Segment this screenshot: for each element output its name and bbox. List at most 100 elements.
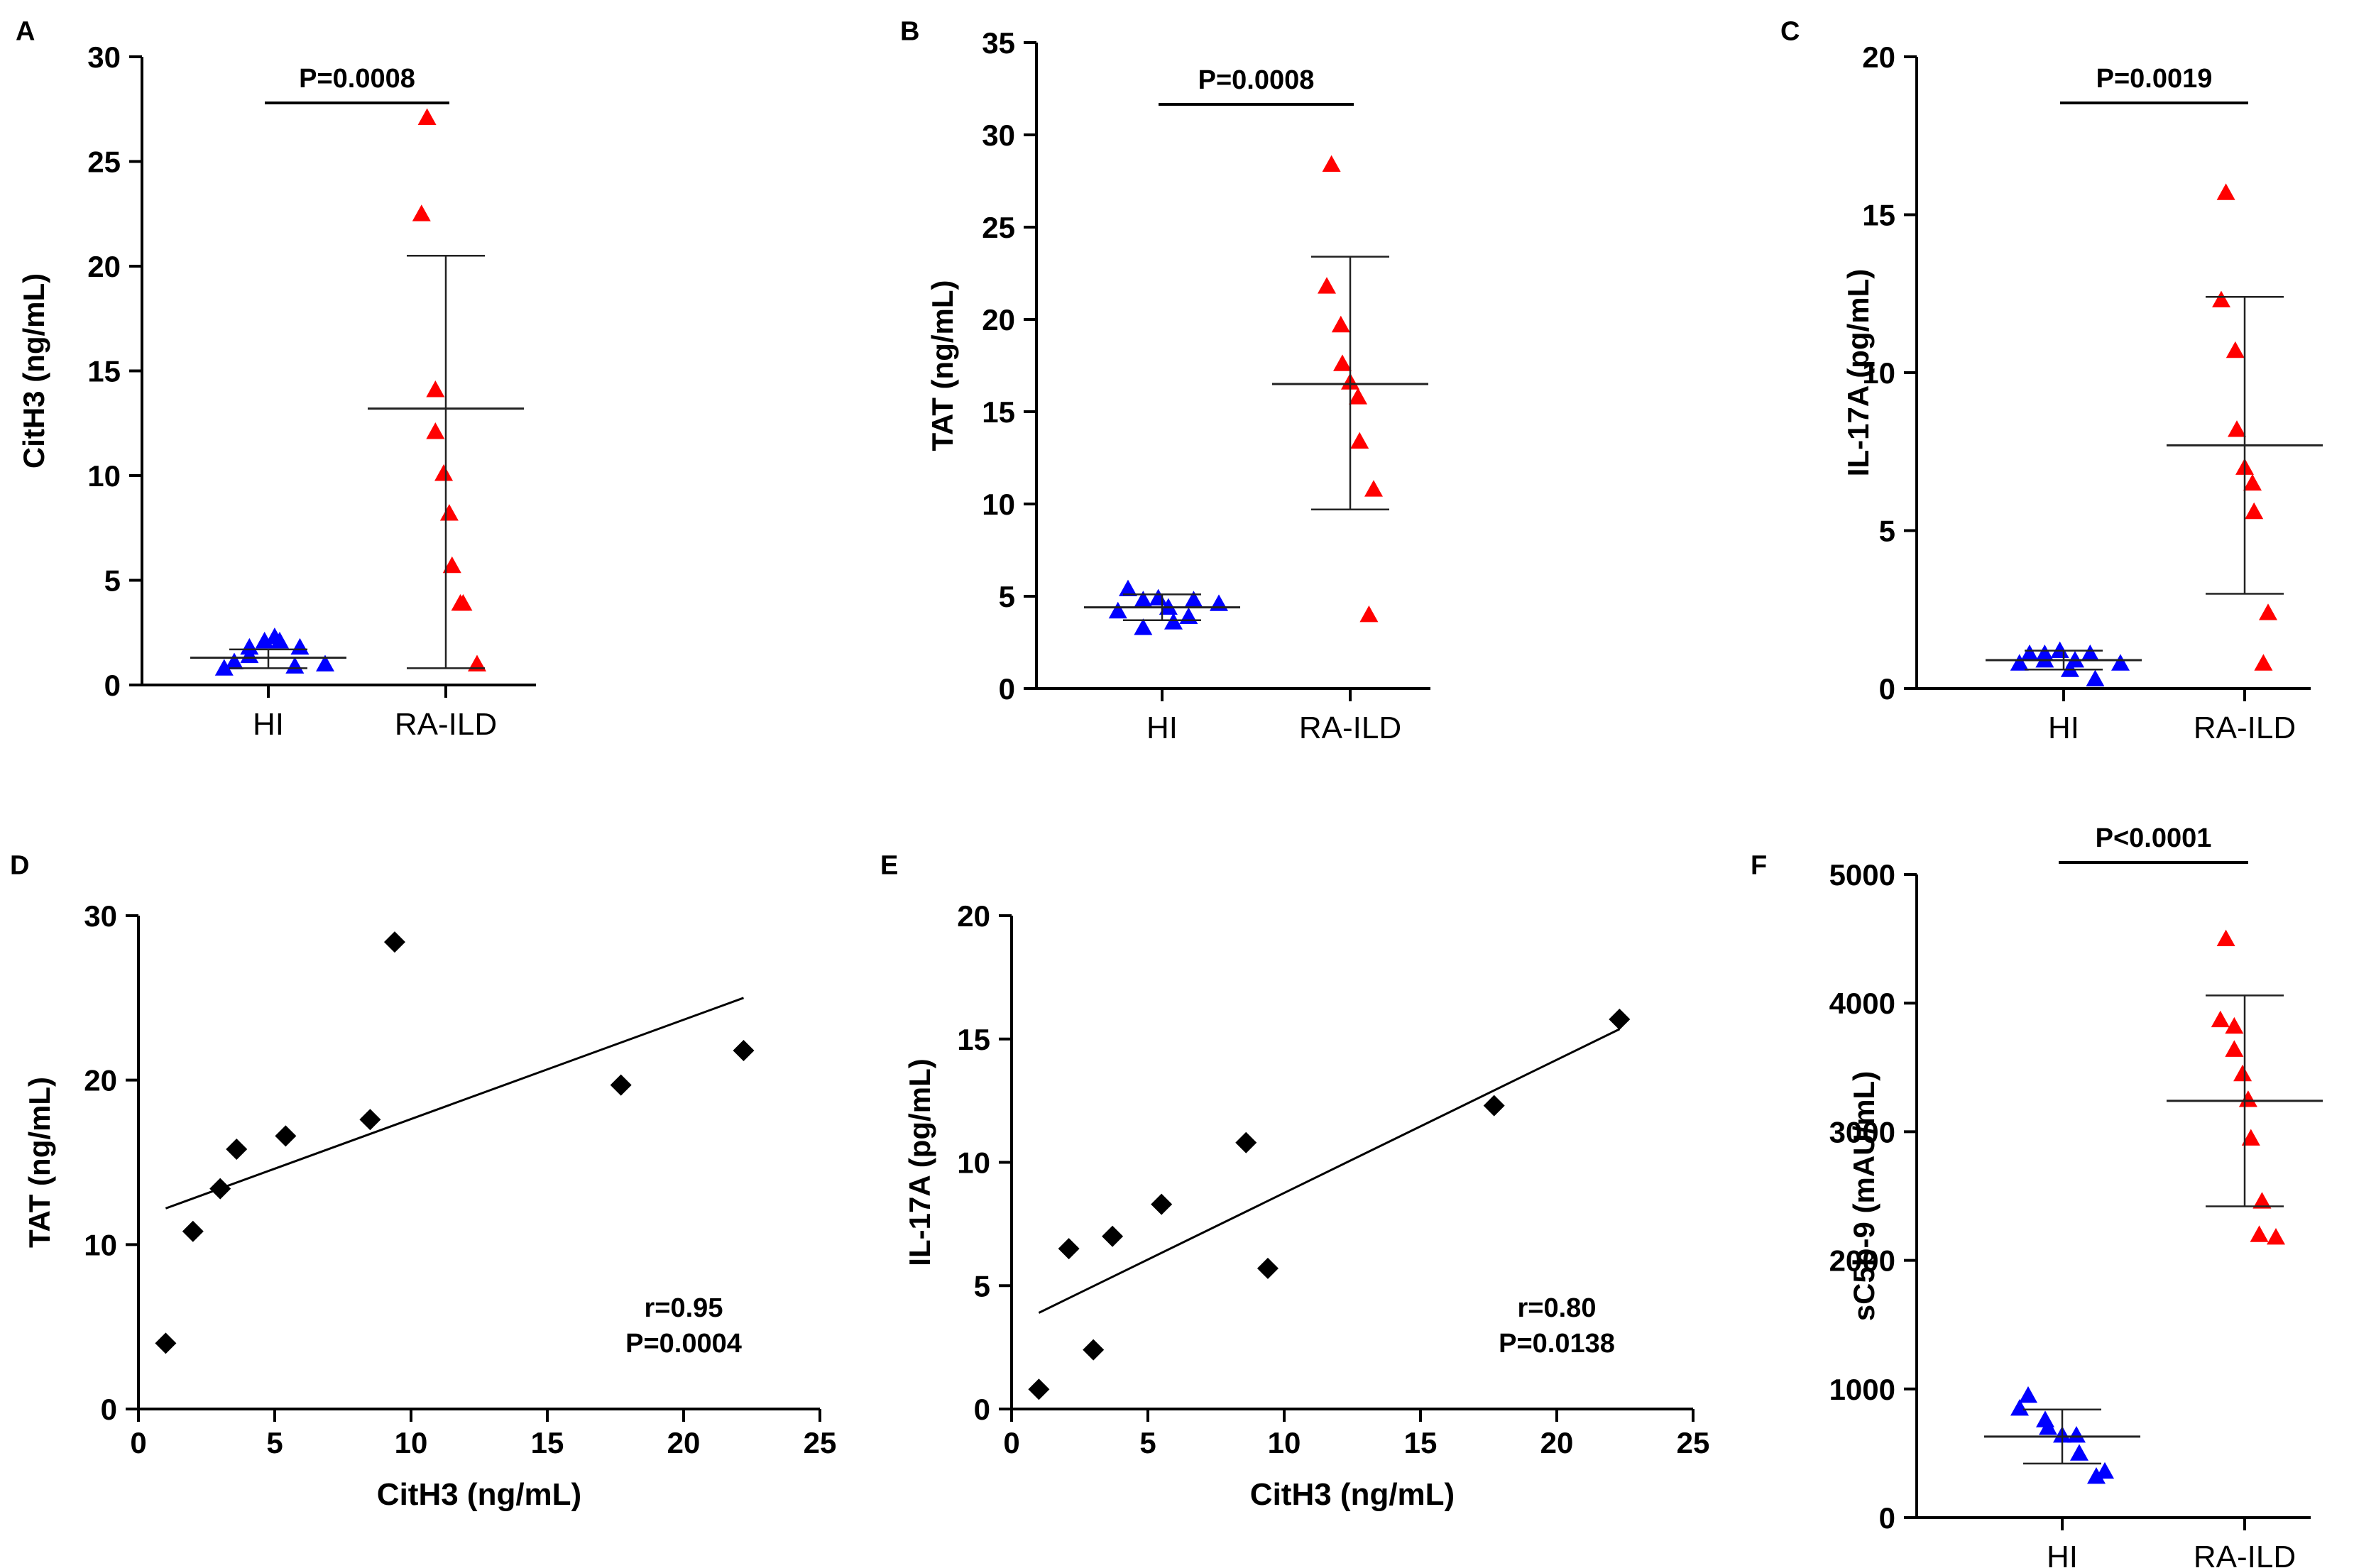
y-tick-label-F: 2000	[1829, 1244, 1895, 1278]
point-E	[1257, 1257, 1279, 1279]
point-A-hi	[316, 654, 334, 671]
x-tick-label-A-hi: HI	[253, 707, 284, 742]
point-F-hi	[2070, 1444, 2088, 1461]
point-F-ra-ild	[2238, 1090, 2257, 1107]
y-tick-label-F: 3000	[1829, 1115, 1895, 1148]
point-B-ra-ild	[1333, 354, 1352, 371]
y-tick-label-C: 10	[1862, 356, 1895, 390]
point-A-ra-ild	[439, 504, 459, 521]
point-B-hi	[1134, 618, 1153, 635]
y-tick-label-C: 15	[1862, 199, 1895, 232]
x-tick-label-C-hi: HI	[2048, 711, 2079, 745]
point-E	[1102, 1225, 1124, 1247]
x-tick-label-F-hi: HI	[2047, 1540, 2078, 1568]
point-C-hi	[2086, 669, 2105, 687]
x-tick-label-D: 20	[667, 1426, 701, 1459]
x-tick-label-E: 0	[1003, 1426, 1019, 1459]
point-C-hi	[2020, 645, 2039, 662]
stat-annotation-E: r=0.80	[1518, 1293, 1597, 1323]
point-E	[1483, 1095, 1505, 1117]
y-tick-label-C: 5	[1879, 515, 1895, 548]
point-A-ra-ild	[417, 108, 437, 125]
x-tick-label-E: 5	[1139, 1426, 1156, 1459]
y-tick-label-A: 10	[87, 459, 121, 493]
y-tick-label-E: 20	[957, 899, 990, 933]
point-B-hi	[1210, 594, 1228, 611]
p-value-F: P<0.0001	[2096, 823, 2212, 853]
point-E	[1058, 1238, 1080, 1260]
y-axis-label-C: IL-17A (pg/mL)	[1841, 269, 1875, 476]
point-C-hi	[2010, 654, 2029, 671]
point-D	[275, 1125, 297, 1147]
point-E	[1028, 1378, 1050, 1400]
point-B-ra-ild	[1350, 432, 1369, 449]
x-tick-label-D: 5	[266, 1426, 283, 1459]
y-tick-label-C: 20	[1862, 40, 1895, 74]
point-A-hi	[214, 659, 234, 676]
x-tick-label-D: 25	[804, 1426, 837, 1459]
y-axis-label-B: TAT (ng/mL)	[926, 280, 959, 451]
y-tick-label-E: 5	[974, 1269, 990, 1303]
point-D	[359, 1109, 381, 1131]
point-B-ra-ild	[1359, 605, 1379, 623]
point-A-hi	[240, 646, 259, 664]
p-value-B: P=0.0008	[1198, 65, 1315, 95]
point-C-ra-ild	[2216, 183, 2235, 200]
point-F-ra-ild	[2267, 1227, 2285, 1245]
point-D	[209, 1178, 231, 1200]
point-C-ra-ild	[2212, 290, 2230, 308]
point-B-ra-ild	[1349, 388, 1367, 405]
x-tick-label-E: 10	[1268, 1426, 1301, 1459]
x-tick-label-B-ra-ild: RA-ILD	[1299, 711, 1401, 745]
point-E	[1609, 1008, 1631, 1030]
point-C-ra-ild	[2245, 502, 2264, 520]
point-A-hi	[225, 652, 243, 669]
y-tick-label-D: 0	[101, 1393, 117, 1426]
y-tick-label-E: 0	[974, 1393, 990, 1426]
y-tick-label-A: 20	[87, 250, 121, 283]
point-C-ra-ild	[2243, 473, 2262, 491]
y-tick-label-F: 0	[1879, 1501, 1895, 1535]
y-tick-label-B: 15	[982, 395, 1015, 429]
point-F-hi	[2019, 1386, 2037, 1403]
point-E	[1083, 1339, 1105, 1361]
point-B-hi	[1164, 613, 1183, 630]
x-tick-label-F-ra-ild: RA-ILD	[2194, 1540, 2296, 1568]
y-tick-label-B: 30	[982, 119, 1015, 152]
point-F-ra-ild	[2252, 1192, 2272, 1209]
point-F-ra-ild	[2225, 1040, 2244, 1057]
point-C-hi	[2050, 641, 2069, 658]
stat-annotation-E: P=0.0138	[1499, 1329, 1615, 1359]
y-tick-label-E: 15	[957, 1023, 990, 1056]
point-C-ra-ild	[2254, 654, 2273, 671]
point-E	[1235, 1131, 1257, 1153]
y-axis-label-D: TAT (ng/mL)	[23, 1077, 56, 1248]
y-axis-label-A: CitH3 (ng/mL)	[17, 273, 50, 468]
point-B-hi	[1134, 591, 1153, 608]
x-tick-label-D: 0	[130, 1426, 146, 1459]
x-tick-label-B-hi: HI	[1146, 711, 1178, 745]
point-F-ra-ild	[2250, 1225, 2269, 1242]
point-D	[733, 1039, 755, 1061]
point-E	[1151, 1193, 1173, 1215]
point-F-ra-ild	[2225, 1016, 2244, 1034]
point-B-ra-ild	[1318, 277, 1336, 294]
point-B-ra-ild	[1364, 480, 1383, 497]
point-D	[155, 1332, 177, 1354]
point-A-hi	[290, 637, 310, 655]
point-C-hi	[2111, 654, 2130, 671]
y-axis-label-F: sC5b-9 (mAU/mL)	[1847, 1071, 1880, 1321]
point-A-ra-ild	[442, 556, 461, 574]
point-F-hi	[2010, 1398, 2029, 1416]
panel-label-F: F	[1751, 850, 1767, 880]
point-D	[226, 1138, 248, 1160]
x-axis-label-D: CitH3 (ng/mL)	[377, 1477, 581, 1512]
point-A-ra-ild	[412, 204, 431, 221]
point-A-hi	[255, 632, 274, 649]
point-A-ra-ild	[451, 593, 470, 611]
point-B-hi	[1108, 601, 1127, 619]
x-tick-label-A-ra-ild: RA-ILD	[395, 707, 497, 742]
point-F-hi	[2087, 1467, 2106, 1484]
point-F-hi	[2039, 1418, 2057, 1435]
y-tick-label-F: 1000	[1829, 1373, 1895, 1406]
